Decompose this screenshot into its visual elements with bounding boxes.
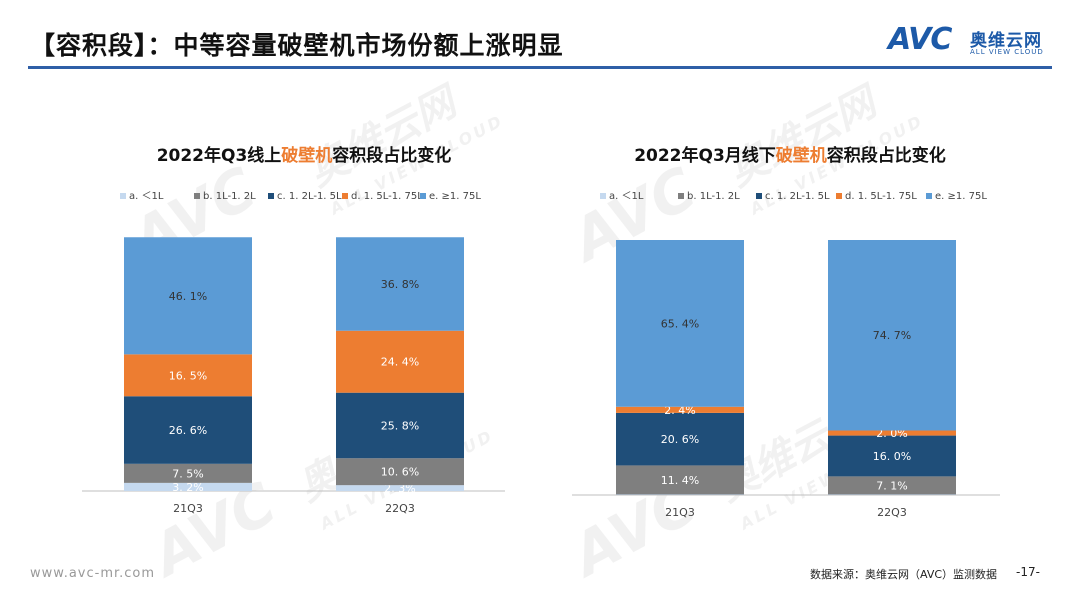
legend-swatch: [120, 193, 126, 199]
bar-segment: [336, 392, 464, 459]
legend-swatch: [600, 193, 606, 199]
legend-swatch: [836, 193, 842, 199]
bar-segment: [124, 463, 252, 483]
page-title: 【容积段】：中等容量破壁机市场份额上涨明显: [30, 31, 564, 60]
category-tick-label: 22Q3: [385, 502, 415, 515]
bar-segment: [828, 476, 956, 495]
bar-segment: [616, 465, 744, 495]
category-tick-label: 22Q3: [877, 506, 907, 519]
footer-url[interactable]: www.avc-mr.com: [30, 566, 156, 581]
data-label: 36. 8%: [381, 278, 419, 291]
data-label: 2. 3%: [384, 482, 415, 495]
legend-label: c. 1. 2L-1. 5L: [765, 191, 830, 202]
legend-swatch: [420, 193, 426, 199]
legend-label: e. ≥1. 75L: [429, 191, 481, 202]
data-label: 10. 6%: [381, 466, 419, 479]
legend-label: c. 1. 2L-1. 5L: [277, 191, 342, 202]
bar-segment: [336, 485, 464, 491]
legend-label: a. ＜1L: [129, 191, 164, 202]
logo-mark: AVC: [888, 22, 952, 57]
data-label: 2. 4%: [664, 404, 695, 417]
bar-segment: [124, 482, 252, 491]
bar-segment: [616, 240, 744, 407]
data-label: 7. 5%: [172, 467, 203, 480]
data-label: 74. 7%: [873, 329, 911, 342]
logo-en: ALL VIEW CLOUD: [970, 48, 1044, 56]
bar-segment: [336, 458, 464, 486]
legend-swatch: [678, 193, 684, 199]
legend-swatch: [194, 193, 200, 199]
data-source-note: 数据来源：奥维云网（AVC）监测数据: [810, 568, 998, 581]
chart-title: 2022年Q3月线下破壁机容积段占比变化: [634, 145, 946, 166]
data-label: 16. 0%: [873, 450, 911, 463]
data-label: 25. 8%: [381, 419, 419, 432]
legend-swatch: [342, 193, 348, 199]
data-label: 16. 5%: [169, 369, 207, 382]
bar-segment: [828, 494, 956, 495]
data-label: 20. 6%: [661, 433, 699, 446]
bar-segment: [124, 237, 252, 355]
legend-label: b. 1L-1. 2L: [203, 191, 256, 202]
legend-swatch: [268, 193, 274, 199]
legend-label: d. 1. 5L-1. 75L: [845, 191, 917, 202]
bar-segment: [616, 406, 744, 413]
chart-title: 2022年Q3线上破壁机容积段占比变化: [157, 145, 452, 166]
bar-segment: [828, 430, 956, 436]
bar-segment: [124, 396, 252, 464]
bar-segment: [616, 412, 744, 466]
bar-segment: [336, 237, 464, 331]
legend-label: d. 1. 5L-1. 75L: [351, 191, 423, 202]
legend-label: e. ≥1. 75L: [935, 191, 987, 202]
bar-segment: [616, 494, 744, 495]
legend-label: a. ＜1L: [609, 191, 644, 202]
data-label: 7. 1%: [876, 479, 907, 492]
bar-segment: [828, 435, 956, 477]
legend-swatch: [926, 193, 932, 199]
legend-swatch: [756, 193, 762, 199]
page-number: -17-: [1016, 565, 1040, 579]
bar-segment: [828, 240, 956, 431]
data-label: 46. 1%: [169, 290, 207, 303]
bar-segment: [124, 354, 252, 397]
data-label: 11. 4%: [661, 474, 699, 487]
data-label: 26. 6%: [169, 424, 207, 437]
category-tick-label: 21Q3: [665, 506, 695, 519]
title-divider: [28, 66, 1052, 69]
bar-segment: [336, 330, 464, 393]
legend-label: b. 1L-1. 2L: [687, 191, 740, 202]
data-label: 24. 4%: [381, 356, 419, 369]
category-tick-label: 21Q3: [173, 502, 203, 515]
data-label: 65. 4%: [661, 317, 699, 330]
data-label: 3. 2%: [172, 481, 203, 494]
avc-logo: AVC 奥维云网 ALL VIEW CLOUD: [888, 22, 1058, 62]
logo-cn: 奥维云网: [970, 31, 1042, 51]
